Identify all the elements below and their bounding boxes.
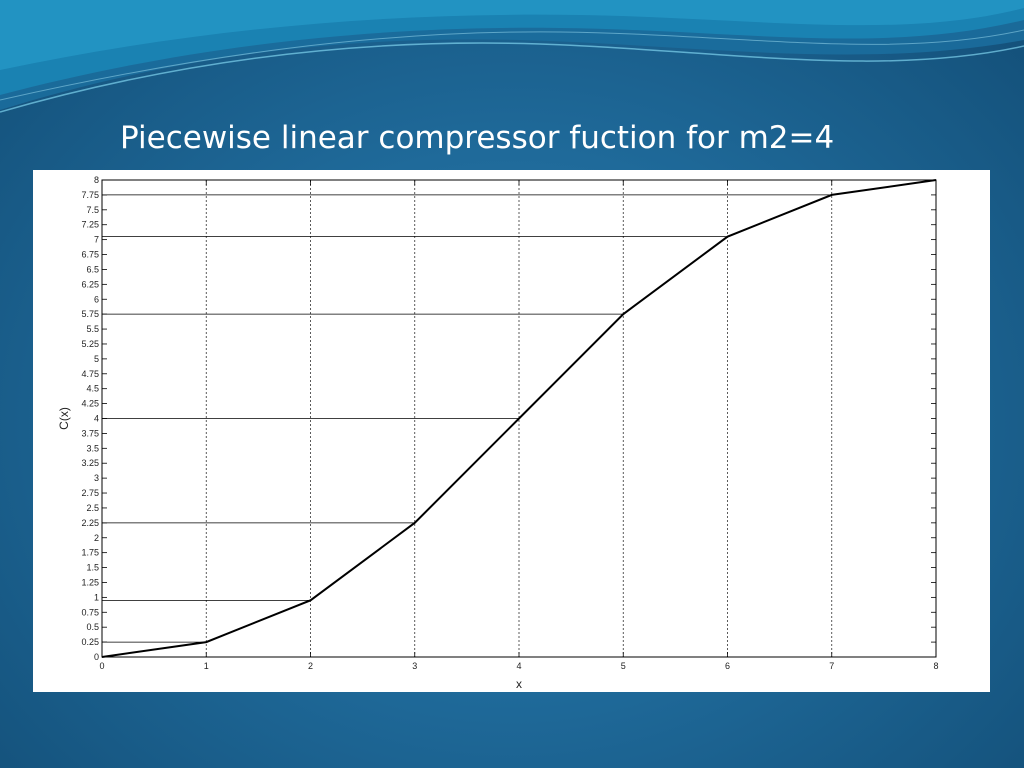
x-tick-label-7: 7	[829, 661, 834, 671]
y-tick-label-6.25: 6.25	[81, 279, 99, 289]
decorative-waves	[0, 0, 1024, 113]
y-tick-label-2.75: 2.75	[81, 488, 99, 498]
y-tick-label-1.5: 1.5	[86, 563, 99, 573]
y-tick-label-4.75: 4.75	[81, 369, 99, 379]
y-tick-label-8: 8	[94, 175, 99, 185]
y-tick-label-6.75: 6.75	[81, 250, 99, 260]
y-tick-label-2: 2	[94, 533, 99, 543]
y-tick-label-5.75: 5.75	[81, 309, 99, 319]
y-tick-label-0.5: 0.5	[86, 622, 99, 632]
y-tick-label-3.25: 3.25	[81, 458, 99, 468]
y-tick-label-2.5: 2.5	[86, 503, 99, 513]
y-tick-label-3.5: 3.5	[86, 443, 99, 453]
y-tick-label-3.75: 3.75	[81, 428, 99, 438]
x-tick-label-6: 6	[725, 661, 730, 671]
y-tick-label-0: 0	[94, 652, 99, 662]
y-tick-label-4.25: 4.25	[81, 399, 99, 409]
y-tick-label-6.5: 6.5	[86, 264, 99, 274]
y-tick-label-4: 4	[94, 414, 99, 424]
slide-title: Piecewise linear compressor fuction for …	[120, 120, 835, 156]
y-tick-label-1.25: 1.25	[81, 577, 99, 587]
x-axis-label: x	[516, 677, 522, 691]
y-tick-label-1.75: 1.75	[81, 548, 99, 558]
y-tick-label-7.75: 7.75	[81, 190, 99, 200]
line-chart: 0 0.25 0.5 0.75 1 1.25 1.5 1.75 2 2.25 2.5 2.75 3 3.2…	[57, 175, 939, 691]
x-tick-label-2: 2	[308, 661, 313, 671]
x-tick-label-1: 1	[204, 661, 209, 671]
y-tick-label-7.5: 7.5	[86, 205, 99, 215]
y-tick-label-7.25: 7.25	[81, 220, 99, 230]
y-tick-label-5.5: 5.5	[86, 324, 99, 334]
y-tick-label-0.25: 0.25	[81, 637, 99, 647]
x-tick-label-0: 0	[99, 661, 104, 671]
x-tick-label-5: 5	[621, 661, 626, 671]
y-tick-label-5.25: 5.25	[81, 339, 99, 349]
y-tick-label-5: 5	[94, 354, 99, 364]
chart-panel: 0 0.25 0.5 0.75 1 1.25 1.5 1.75 2 2.25 2.5 2.75 3 3.2…	[33, 170, 990, 692]
x-tick-label-4: 4	[516, 661, 521, 671]
y-tick-label-6: 6	[94, 294, 99, 304]
y-tick-label-1: 1	[94, 592, 99, 602]
y-tick-label-3: 3	[94, 473, 99, 483]
y-tick-label-4.5: 4.5	[86, 384, 99, 394]
series-line	[101, 179, 937, 658]
x-tick-label-3: 3	[412, 661, 417, 671]
y-tick-label-0.75: 0.75	[81, 607, 99, 617]
y-axis-label: C(x)	[57, 407, 71, 430]
y-tick-label-2.25: 2.25	[81, 518, 99, 528]
y-tick-label-7: 7	[94, 235, 99, 245]
x-tick-label-8: 8	[933, 661, 938, 671]
